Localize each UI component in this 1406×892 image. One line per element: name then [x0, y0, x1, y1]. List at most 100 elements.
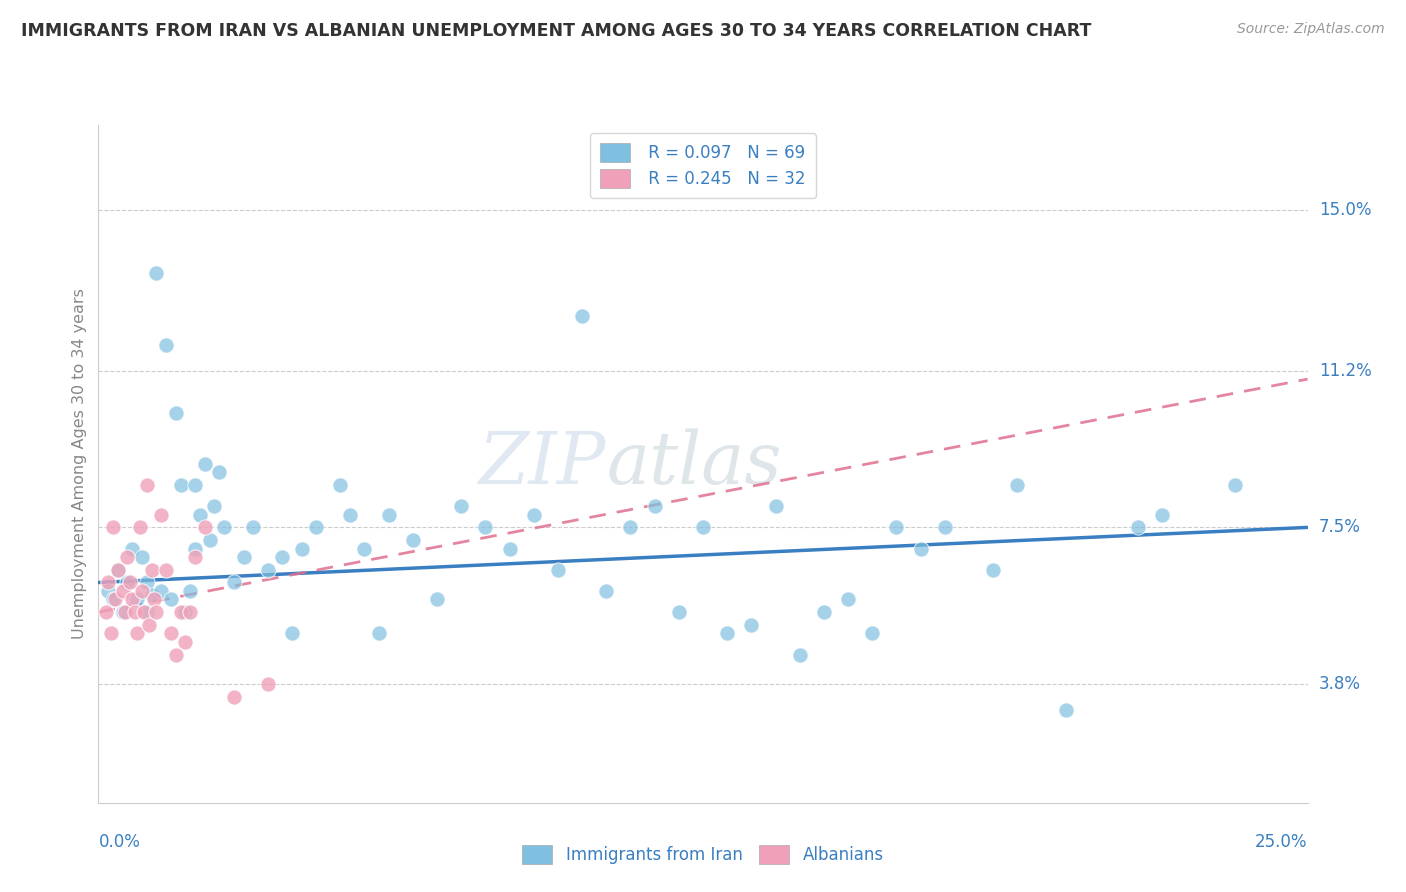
- Point: [232, 549, 254, 565]
- Text: 25.0%: 25.0%: [1256, 833, 1308, 851]
- Point: [160, 626, 183, 640]
- Point: [169, 478, 191, 492]
- Point: [290, 541, 312, 556]
- Point: [97, 575, 120, 590]
- Point: [692, 520, 714, 534]
- Point: [910, 541, 932, 556]
- Text: IMMIGRANTS FROM IRAN VS ALBANIAN UNEMPLOYMENT AMONG AGES 30 TO 34 YEARS CORRELAT: IMMIGRANTS FROM IRAN VS ALBANIAN UNEMPLO…: [21, 22, 1091, 40]
- Point: [184, 541, 207, 556]
- Point: [1128, 520, 1150, 534]
- Point: [165, 406, 187, 420]
- Point: [111, 605, 134, 619]
- Point: [179, 605, 201, 619]
- Text: 11.2%: 11.2%: [1319, 361, 1371, 380]
- Point: [426, 592, 449, 607]
- Point: [131, 584, 153, 599]
- Point: [668, 605, 690, 619]
- Point: [101, 520, 124, 534]
- Point: [169, 605, 191, 619]
- Point: [141, 588, 163, 602]
- Text: 3.8%: 3.8%: [1319, 675, 1361, 693]
- Point: [174, 605, 197, 619]
- Point: [571, 309, 593, 323]
- Point: [402, 533, 425, 548]
- Point: [547, 563, 569, 577]
- Point: [813, 605, 835, 619]
- Point: [107, 563, 129, 577]
- Point: [222, 690, 245, 704]
- Point: [194, 457, 217, 471]
- Point: [208, 466, 231, 480]
- Text: 15.0%: 15.0%: [1319, 201, 1371, 219]
- Point: [135, 478, 157, 492]
- Point: [281, 626, 304, 640]
- Point: [117, 549, 139, 565]
- Point: [184, 549, 207, 565]
- Point: [135, 575, 157, 590]
- Point: [150, 584, 173, 599]
- Text: 7.5%: 7.5%: [1319, 518, 1361, 536]
- Point: [339, 508, 361, 522]
- Point: [886, 520, 908, 534]
- Point: [127, 626, 149, 640]
- Point: [740, 617, 762, 632]
- Point: [523, 508, 546, 522]
- Text: atlas: atlas: [606, 428, 782, 500]
- Point: [256, 677, 278, 691]
- Point: [104, 592, 127, 607]
- Point: [179, 584, 201, 599]
- Text: 0.0%: 0.0%: [98, 833, 141, 851]
- Point: [121, 592, 143, 607]
- Point: [1054, 703, 1077, 717]
- Point: [305, 520, 328, 534]
- Point: [644, 500, 666, 514]
- Point: [165, 648, 187, 662]
- Point: [860, 626, 883, 640]
- Point: [100, 626, 122, 640]
- Point: [114, 605, 136, 619]
- Point: [145, 266, 167, 280]
- Point: [595, 584, 617, 599]
- Point: [174, 635, 197, 649]
- Point: [377, 508, 399, 522]
- Point: [143, 592, 166, 607]
- Point: [94, 605, 117, 619]
- Point: [155, 338, 177, 352]
- Point: [118, 575, 141, 590]
- Point: [619, 520, 641, 534]
- Point: [127, 592, 149, 607]
- Point: [198, 533, 221, 548]
- Point: [498, 541, 520, 556]
- Point: [222, 575, 245, 590]
- Point: [474, 520, 496, 534]
- Point: [765, 500, 787, 514]
- Point: [212, 520, 235, 534]
- Point: [135, 605, 157, 619]
- Point: [789, 648, 811, 662]
- Y-axis label: Unemployment Among Ages 30 to 34 years: Unemployment Among Ages 30 to 34 years: [72, 288, 87, 640]
- Point: [981, 563, 1004, 577]
- Point: [194, 520, 217, 534]
- Point: [1152, 508, 1174, 522]
- Point: [368, 626, 391, 640]
- Text: Source: ZipAtlas.com: Source: ZipAtlas.com: [1237, 22, 1385, 37]
- Point: [150, 508, 173, 522]
- Point: [111, 584, 134, 599]
- Point: [256, 563, 278, 577]
- Point: [450, 500, 472, 514]
- Point: [134, 605, 156, 619]
- Point: [1007, 478, 1029, 492]
- Point: [145, 605, 167, 619]
- Point: [97, 584, 120, 599]
- Point: [1223, 478, 1246, 492]
- Point: [131, 549, 153, 565]
- Point: [837, 592, 859, 607]
- Point: [128, 520, 150, 534]
- Point: [934, 520, 956, 534]
- Point: [188, 508, 211, 522]
- Point: [242, 520, 264, 534]
- Point: [101, 592, 124, 607]
- Point: [121, 541, 143, 556]
- Point: [155, 563, 177, 577]
- Point: [117, 575, 139, 590]
